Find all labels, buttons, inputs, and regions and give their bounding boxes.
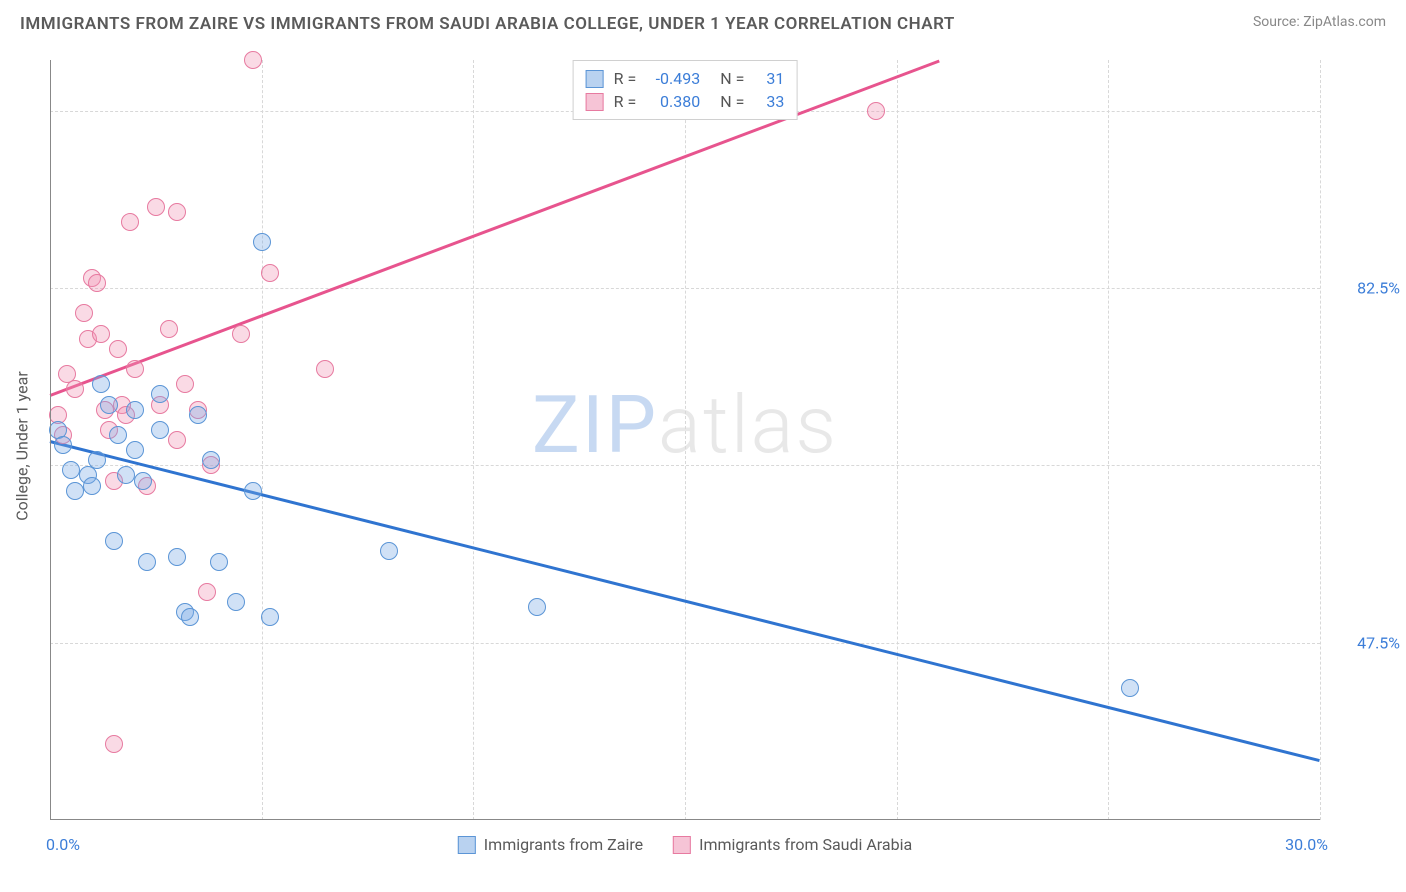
data-point — [528, 598, 546, 616]
n-label: N = — [720, 92, 744, 111]
source-attribution: Source: ZipAtlas.com — [1253, 14, 1386, 30]
stats-row: R = 0.380 N = 33 — [586, 90, 785, 113]
data-point — [160, 320, 178, 338]
legend-item: Immigrants from Zaire — [458, 835, 643, 854]
data-point — [151, 421, 169, 439]
data-point — [151, 385, 169, 403]
data-point — [168, 548, 186, 566]
data-point — [232, 325, 250, 343]
data-point — [210, 553, 228, 571]
legend-swatch — [673, 836, 691, 854]
data-point — [261, 608, 279, 626]
data-point — [75, 304, 93, 322]
data-point — [198, 583, 216, 601]
data-point — [316, 360, 334, 378]
data-point — [176, 375, 194, 393]
correlation-stats-box: R = -0.493 N = 31 R = 0.380 N = 33 — [573, 60, 798, 120]
data-point — [109, 426, 127, 444]
r-label: R = — [614, 69, 637, 88]
data-point — [83, 477, 101, 495]
data-point — [92, 325, 110, 343]
data-point — [244, 482, 262, 500]
data-point — [1121, 679, 1139, 697]
x-tick-label: 0.0% — [46, 835, 80, 854]
x-axis-line — [50, 819, 1320, 820]
data-point — [62, 461, 80, 479]
y-axis-line — [50, 60, 51, 820]
y-axis-label: College, Under 1 year — [13, 371, 32, 521]
x-tick-label: 30.0% — [1285, 835, 1328, 854]
watermark-zip: ZIP — [532, 378, 658, 472]
data-point — [109, 340, 127, 358]
data-point — [100, 396, 118, 414]
gridline-vertical — [897, 60, 898, 820]
data-point — [126, 401, 144, 419]
data-point — [202, 451, 220, 469]
r-value: -0.493 — [646, 69, 700, 88]
data-point — [244, 51, 262, 69]
legend-item: Immigrants from Saudi Arabia — [673, 835, 912, 854]
data-point — [117, 466, 135, 484]
series-legend: Immigrants from Zaire Immigrants from Sau… — [458, 835, 912, 854]
data-point — [253, 233, 271, 251]
data-point — [105, 532, 123, 550]
gridline-vertical — [1320, 60, 1321, 820]
data-point — [126, 441, 144, 459]
data-point — [380, 542, 398, 560]
data-point — [168, 203, 186, 221]
data-point — [147, 198, 165, 216]
legend-swatch — [586, 70, 604, 88]
data-point — [138, 553, 156, 571]
gridline-vertical — [685, 60, 686, 820]
data-point — [105, 735, 123, 753]
legend-swatch — [586, 93, 604, 111]
data-point — [867, 102, 885, 120]
legend-swatch — [458, 836, 476, 854]
n-label: N = — [720, 69, 744, 88]
data-point — [126, 360, 144, 378]
r-label: R = — [614, 92, 637, 111]
data-point — [261, 264, 279, 282]
n-value: 33 — [754, 92, 784, 111]
data-point — [189, 406, 207, 424]
data-point — [227, 593, 245, 611]
y-tick-label: 82.5% — [1330, 279, 1400, 298]
y-tick-label: 47.5% — [1330, 633, 1400, 652]
data-point — [66, 482, 84, 500]
data-point — [88, 274, 106, 292]
data-point — [92, 375, 110, 393]
data-point — [181, 608, 199, 626]
gridline-vertical — [262, 60, 263, 820]
legend-label: Immigrants from Saudi Arabia — [699, 835, 912, 854]
r-value: 0.380 — [646, 92, 700, 111]
data-point — [66, 380, 84, 398]
stats-row: R = -0.493 N = 31 — [586, 67, 785, 90]
plot-inner: ZIPatlas — [50, 60, 1320, 820]
scatter-plot-area: ZIPatlas R =-0.493N =31R =0.380N =33 Imm… — [50, 60, 1320, 820]
chart-title: IMMIGRANTS FROM ZAIRE VS IMMIGRANTS FROM… — [20, 14, 955, 34]
legend-label: Immigrants from Zaire — [484, 835, 643, 854]
data-point — [54, 436, 72, 454]
data-point — [121, 213, 139, 231]
data-point — [88, 451, 106, 469]
data-point — [168, 431, 186, 449]
gridline-vertical — [473, 60, 474, 820]
n-value: 31 — [754, 69, 784, 88]
data-point — [134, 472, 152, 490]
